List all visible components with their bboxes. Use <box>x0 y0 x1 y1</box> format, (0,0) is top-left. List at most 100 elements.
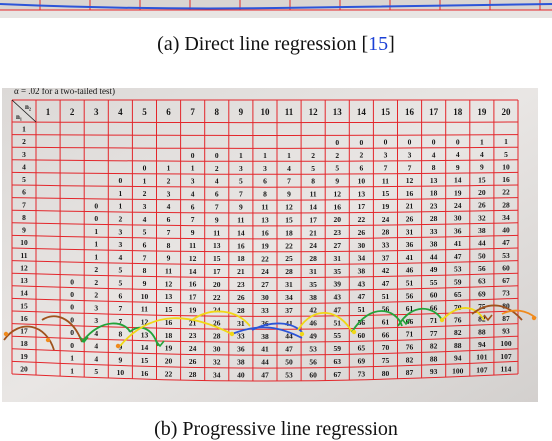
cell-value: 4 <box>191 189 195 198</box>
cell-value: 31 <box>334 254 342 263</box>
regression-arc <box>231 326 303 339</box>
cell-value: 28 <box>382 228 390 237</box>
cell-value: 13 <box>141 330 149 339</box>
cell-value: 22 <box>261 254 269 263</box>
cell-value: 0 <box>335 138 339 147</box>
caption-b: (b) Progressive line regression <box>154 418 398 440</box>
cell-value: 18 <box>165 331 173 340</box>
cell-value: 114 <box>501 364 512 373</box>
cell-value: 63 <box>478 277 486 286</box>
cell-value: 100 <box>500 339 512 348</box>
cell-value: 5 <box>118 278 122 287</box>
cell-value: 16 <box>141 369 149 378</box>
cell-value: 2 <box>215 164 219 173</box>
cell-value: 0 <box>70 290 74 299</box>
cell-value: 1 <box>94 227 98 236</box>
cell-value: 26 <box>213 319 221 328</box>
regression-arc <box>471 304 523 321</box>
cell-value: 9 <box>287 190 291 199</box>
cell-value: 75 <box>478 302 486 311</box>
cell-value: 1 <box>191 164 195 173</box>
cell-value: 28 <box>502 200 510 209</box>
cell-value: 1 <box>94 252 98 261</box>
cell-value: 36 <box>454 226 462 235</box>
cell-value: 6 <box>359 164 363 173</box>
cell-value: 12 <box>334 189 342 198</box>
cell-value: 67 <box>334 370 342 379</box>
citation-link[interactable]: 15 <box>368 33 389 55</box>
regression-point <box>299 331 305 337</box>
grid-line-row <box>11 323 519 330</box>
cell-value: 18 <box>285 228 293 237</box>
paper-background <box>2 88 538 402</box>
cell-value: 55 <box>430 278 438 287</box>
cell-value: 47 <box>454 252 462 261</box>
cell-value: 15 <box>165 305 173 314</box>
cell-value: 43 <box>334 293 342 302</box>
cell-value: 0 <box>70 328 74 337</box>
cell-value: 51 <box>358 305 366 314</box>
column-header: 12 <box>309 107 319 117</box>
cell-value: 32 <box>478 213 486 222</box>
cell-value: 38 <box>358 266 366 275</box>
cell-value: 5 <box>504 150 508 159</box>
cell-value: 4 <box>287 164 291 173</box>
row-label: 6 <box>22 188 26 197</box>
cell-value: 2 <box>94 291 98 300</box>
cell-value: 6 <box>191 202 195 211</box>
cell-value: 31 <box>237 319 245 328</box>
grid-line-row <box>11 134 519 136</box>
cell-value: 76 <box>406 342 414 351</box>
cell-value: 26 <box>406 214 414 223</box>
cell-value: 26 <box>189 357 197 366</box>
cell-value: 28 <box>213 332 221 341</box>
cell-value: 10 <box>358 176 366 185</box>
column-header: 14 <box>357 107 367 117</box>
cell-value: 60 <box>358 331 366 340</box>
cell-value: 3 <box>118 227 122 236</box>
cell-value: 9 <box>480 163 484 172</box>
cell-value: 7 <box>215 202 219 211</box>
cell-value: 87 <box>502 314 510 323</box>
grid-line-row <box>11 272 519 279</box>
row-label: 17 <box>20 327 28 336</box>
cell-value: 50 <box>478 251 486 260</box>
cell-value: 16 <box>165 318 173 327</box>
cell-value: 37 <box>382 253 390 262</box>
cell-value: 26 <box>237 293 245 302</box>
cell-value: 75 <box>382 356 390 365</box>
cell-value: 44 <box>430 252 438 261</box>
cell-value: 38 <box>237 358 245 367</box>
cell-value: 50 <box>285 358 293 367</box>
cell-value: 9 <box>239 203 243 212</box>
cell-value: 14 <box>237 228 245 237</box>
cell-value: 19 <box>454 188 462 197</box>
cell-value: 80 <box>502 301 510 310</box>
cell-value: 22 <box>285 241 293 250</box>
cell-value: 42 <box>309 306 317 315</box>
cell-value: 16 <box>237 241 245 250</box>
cell-value: 4 <box>480 150 484 159</box>
cell-value: 67 <box>502 276 510 285</box>
cell-value: 34 <box>285 293 293 302</box>
cell-value: 4 <box>143 215 147 224</box>
cell-value: 6 <box>215 190 219 199</box>
cell-value: 7 <box>239 190 243 199</box>
cell-value: 1 <box>118 202 122 211</box>
cell-value: 1 <box>287 151 291 160</box>
column-header: 2 <box>70 107 75 117</box>
cell-value: 15 <box>382 189 390 198</box>
cell-value: 20 <box>165 357 173 366</box>
cell-value: 11 <box>261 203 268 212</box>
row-label: 18 <box>20 339 28 348</box>
cell-value: 8 <box>118 330 122 339</box>
cell-value: 17 <box>358 202 366 211</box>
cell-value: 8 <box>311 177 315 186</box>
caption-a-prefix: (a) Direct line regression [ <box>157 33 369 55</box>
cell-value: 3 <box>118 240 122 249</box>
cell-value: 16 <box>406 189 414 198</box>
grid-line-row <box>11 146 519 149</box>
cell-value: 28 <box>237 306 245 315</box>
column-header: 20 <box>501 107 511 117</box>
